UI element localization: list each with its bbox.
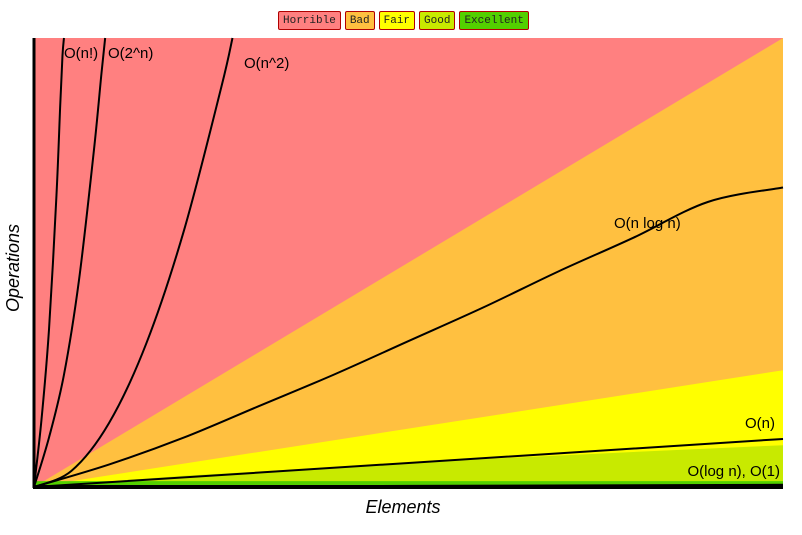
curve-o-n: [33, 37, 65, 488]
curve-label-o-n-log-n: O(n log n): [614, 215, 681, 232]
legend-item-horrible: Horrible: [278, 11, 341, 30]
labels-layer: O(n!) O(2^n) O(n^2) O(n log n) O(n) O(log n),…: [64, 45, 780, 480]
curves-layer: [33, 37, 784, 488]
legend-item-good: Good: [419, 11, 456, 30]
curve-o-n: [33, 437, 784, 488]
curve-o-n-log-n: [33, 186, 784, 488]
curve-label-o-n: O(n): [745, 415, 775, 432]
curve-label-o-n: O(n!): [64, 45, 98, 62]
curve-label-o-2-n: O(2^n): [108, 45, 153, 62]
region-good: [34, 445, 783, 487]
x-axis-title: Elements: [365, 497, 440, 517]
y-axis-title: Operations: [3, 224, 23, 312]
legend-item-excellent: Excellent: [459, 11, 529, 30]
curve-o-n-2: [33, 37, 234, 488]
curve-o-2-n: [33, 37, 107, 488]
legend: Horrible Bad Fair Good Excellent: [278, 11, 529, 30]
legend-item-fair: Fair: [378, 11, 416, 30]
region-bad: [34, 38, 783, 487]
curve-label-o-log-n-o-1: O(log n), O(1): [687, 463, 780, 480]
legend-item-bad: Bad: [344, 11, 375, 30]
curve-label-o-n-2: O(n^2): [244, 55, 289, 72]
regions-layer: [34, 38, 783, 487]
